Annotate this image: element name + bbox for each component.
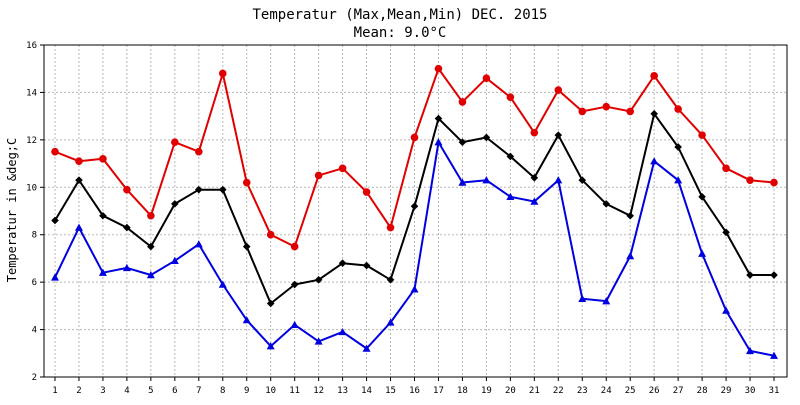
data-point (147, 212, 155, 220)
data-point (722, 307, 730, 314)
data-point (339, 328, 347, 335)
x-tick-label: 1 (52, 386, 57, 396)
data-point (698, 250, 706, 257)
x-tick-label: 21 (529, 386, 540, 396)
data-point (602, 103, 610, 111)
data-point (483, 74, 491, 82)
x-tick-label: 18 (457, 386, 468, 396)
data-point (363, 188, 371, 196)
x-tick-label: 4 (124, 386, 129, 396)
data-point (75, 157, 83, 165)
data-point (770, 271, 778, 279)
x-tick-label: 3 (100, 386, 105, 396)
x-tick-label: 29 (721, 386, 732, 396)
data-point (434, 138, 442, 145)
x-tick-label: 30 (745, 386, 756, 396)
y-tick-label: 16 (26, 41, 37, 51)
x-tick-label: 17 (433, 386, 444, 396)
data-point (51, 273, 59, 280)
data-point (507, 93, 515, 101)
data-point (435, 65, 443, 73)
data-point (531, 129, 539, 137)
data-point (555, 131, 563, 139)
x-tick-label: 12 (313, 386, 324, 396)
y-axis-label: Temperatur in &deg;C (5, 138, 19, 283)
data-point (123, 186, 131, 194)
plot-frame (44, 45, 787, 377)
data-point (243, 179, 251, 187)
x-tick-label: 16 (409, 386, 420, 396)
data-point (578, 108, 586, 116)
data-point (339, 165, 347, 173)
data-point (554, 176, 562, 183)
data-point (650, 157, 658, 164)
y-tick-label: 14 (26, 88, 37, 98)
y-tick-label: 2 (32, 373, 37, 383)
data-point (626, 108, 634, 116)
x-tick-label: 9 (244, 386, 249, 396)
data-point (315, 172, 323, 180)
data-point (387, 224, 395, 232)
data-point (626, 252, 634, 259)
data-point (746, 176, 754, 184)
chart-subtitle: Mean: 9.0°C (354, 25, 447, 41)
x-tick-label: 10 (265, 386, 276, 396)
data-point (75, 224, 83, 231)
data-point (411, 134, 419, 142)
data-point (51, 148, 59, 156)
data-point (674, 105, 682, 113)
y-tick-label: 6 (32, 278, 37, 288)
data-point (722, 165, 730, 173)
x-tick-label: 13 (337, 386, 348, 396)
y-tick-label: 8 (32, 231, 37, 241)
chart-title: Temperatur (Max,Mean,Min) DEC. 2015 (252, 7, 547, 23)
x-tick-label: 26 (649, 386, 660, 396)
x-tick-label: 19 (481, 386, 492, 396)
data-point (171, 138, 179, 146)
data-point (626, 212, 634, 220)
x-tick-label: 11 (289, 386, 300, 396)
data-point (219, 70, 227, 78)
x-tick-label: 7 (196, 386, 201, 396)
gridlines (44, 45, 787, 377)
data-point (243, 243, 251, 251)
x-tick-label: 31 (769, 386, 780, 396)
data-point (99, 155, 107, 163)
x-tick-label: 20 (505, 386, 516, 396)
data-point (770, 179, 778, 187)
x-tick-label: 28 (697, 386, 708, 396)
x-tick-label: 23 (577, 386, 588, 396)
x-tick-label: 6 (172, 386, 177, 396)
x-tick-label: 22 (553, 386, 564, 396)
y-tick-label: 4 (32, 326, 37, 336)
data-point (267, 231, 275, 239)
x-tick-label: 24 (601, 386, 612, 396)
data-point (411, 285, 419, 292)
data-point (411, 202, 419, 210)
data-point (195, 148, 203, 156)
data-point (195, 240, 203, 247)
y-tick-label: 10 (26, 183, 37, 193)
data-point (291, 321, 299, 328)
data-point (698, 131, 706, 139)
data-point (746, 271, 754, 279)
x-tick-label: 2 (76, 386, 81, 396)
x-tick-label: 27 (673, 386, 684, 396)
x-tick-label: 8 (220, 386, 225, 396)
data-point (650, 72, 658, 80)
data-point (291, 243, 299, 251)
x-tick-label: 15 (385, 386, 396, 396)
y-tick-label: 12 (26, 136, 37, 146)
data-point (459, 98, 467, 106)
x-tick-label: 25 (625, 386, 636, 396)
data-point (555, 86, 563, 94)
x-tick-label: 14 (361, 386, 372, 396)
x-tick-label: 5 (148, 386, 153, 396)
